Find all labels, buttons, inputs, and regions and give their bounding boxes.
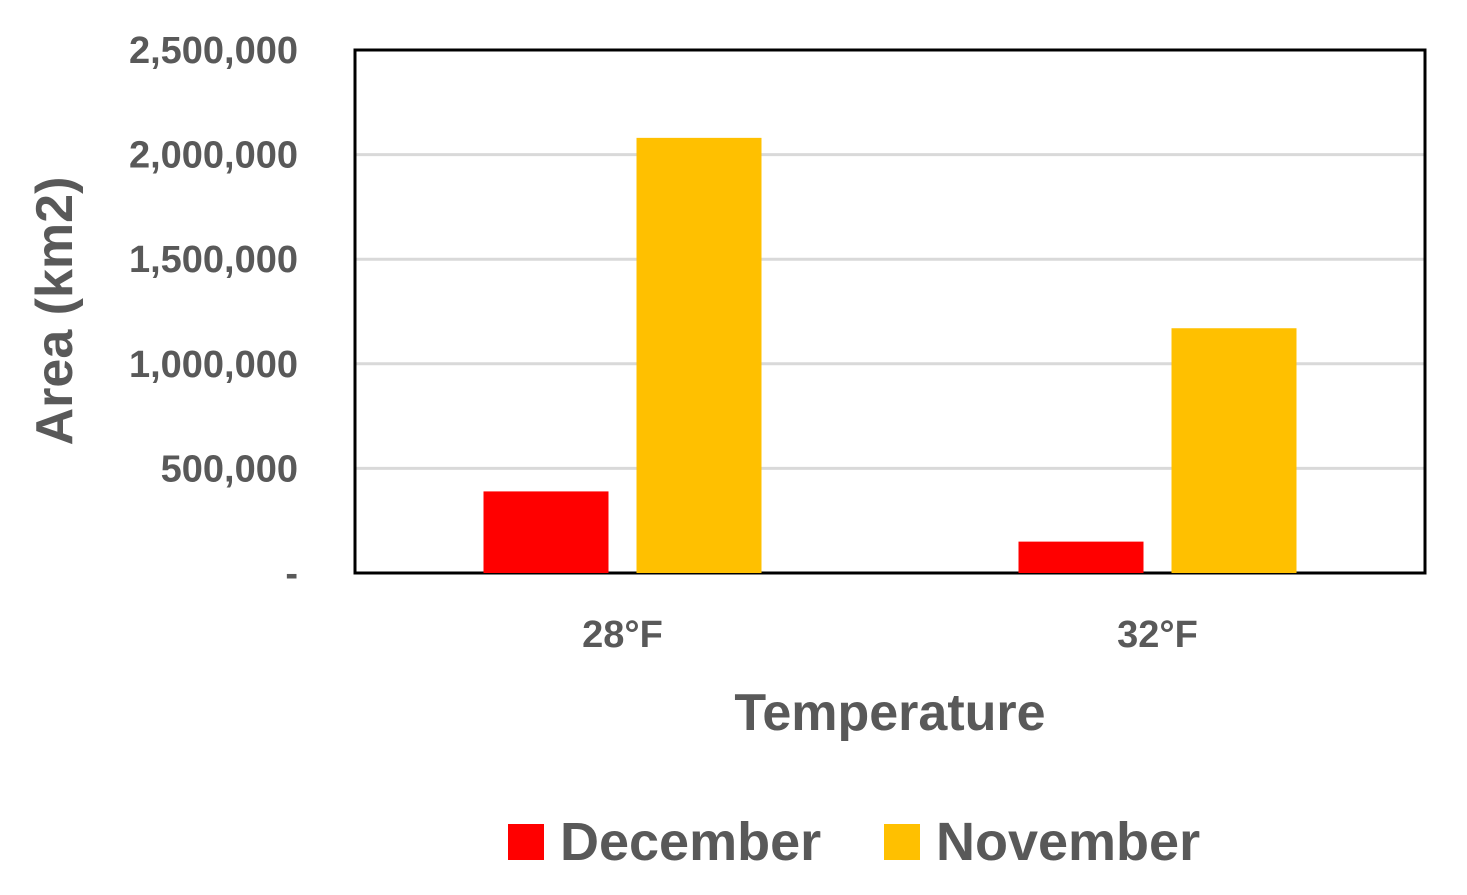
y-tick-label: 1,000,000 (129, 344, 298, 386)
y-tick-label: - (285, 553, 298, 595)
bars (483, 137, 1297, 573)
bar-december-2 (1018, 541, 1144, 573)
bar-december-1 (483, 491, 609, 573)
y-tick-label: 1,500,000 (129, 239, 298, 281)
x-tick-label: 32°F (1117, 614, 1198, 656)
bar-november-1 (636, 137, 762, 573)
bar-november-2 (1171, 328, 1297, 573)
x-tick-label: 28°F (582, 614, 663, 656)
legend: December November (508, 812, 1200, 872)
x-axis-title: Temperature (734, 684, 1045, 742)
legend-swatch-december (508, 824, 544, 860)
legend-label-november: November (936, 812, 1200, 872)
legend-swatch-november (884, 824, 920, 860)
y-tick-label: 500,000 (161, 448, 298, 490)
x-axis-ticks: 28°F 32°F (582, 614, 1198, 656)
y-tick-label: 2,000,000 (129, 135, 298, 177)
y-axis-title: Area (km2) (26, 177, 84, 446)
y-tick-label: 2,500,000 (129, 30, 298, 72)
legend-label-december: December (560, 812, 821, 872)
y-axis-ticks: - 500,000 1,000,000 1,500,000 2,000,000 2,500… (129, 30, 298, 595)
plot-area-border (353, 48, 1427, 575)
